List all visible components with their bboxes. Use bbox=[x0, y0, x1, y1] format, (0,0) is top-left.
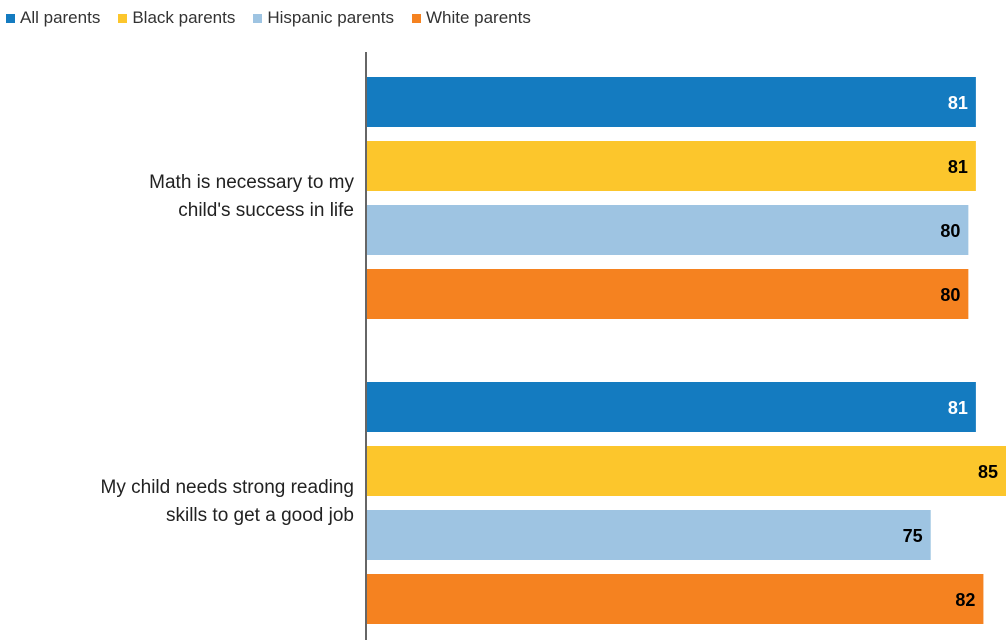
legend-swatch bbox=[411, 13, 421, 23]
data-label: 82 bbox=[955, 590, 975, 610]
legend-item: White parents bbox=[411, 8, 531, 28]
legend: All parents Black parents Hispanic parents… bbox=[6, 6, 549, 30]
category-label: Math is necessary to my bbox=[149, 172, 354, 193]
legend-item: Black parents bbox=[118, 8, 235, 28]
data-label: 81 bbox=[948, 93, 968, 113]
legend-label: Black parents bbox=[132, 8, 236, 27]
data-label: 81 bbox=[948, 398, 968, 418]
category-label: My child needs strong reading bbox=[101, 477, 354, 498]
data-label: 75 bbox=[903, 526, 923, 546]
bar bbox=[366, 446, 1006, 496]
bar bbox=[366, 382, 976, 432]
data-label: 80 bbox=[940, 221, 960, 241]
category-label: child's success in life bbox=[178, 200, 354, 221]
legend-item: Hispanic parents bbox=[253, 8, 394, 28]
legend-item: All parents bbox=[6, 8, 100, 28]
category-label: skills to get a good job bbox=[166, 505, 354, 526]
legend-swatch bbox=[6, 13, 15, 23]
bar bbox=[366, 205, 969, 255]
legend-label: Hispanic parents bbox=[267, 8, 394, 27]
bar bbox=[366, 269, 969, 319]
data-label: 85 bbox=[978, 462, 998, 482]
legend-label: White parents bbox=[425, 8, 531, 27]
bar bbox=[366, 141, 976, 191]
data-label: 80 bbox=[940, 285, 960, 305]
legend-swatch bbox=[253, 13, 263, 23]
bar bbox=[366, 77, 976, 127]
data-label: 81 bbox=[948, 157, 968, 177]
legend-swatch bbox=[118, 13, 128, 23]
bar bbox=[366, 510, 931, 560]
legend-label: All parents bbox=[20, 8, 101, 27]
bar bbox=[366, 574, 984, 624]
